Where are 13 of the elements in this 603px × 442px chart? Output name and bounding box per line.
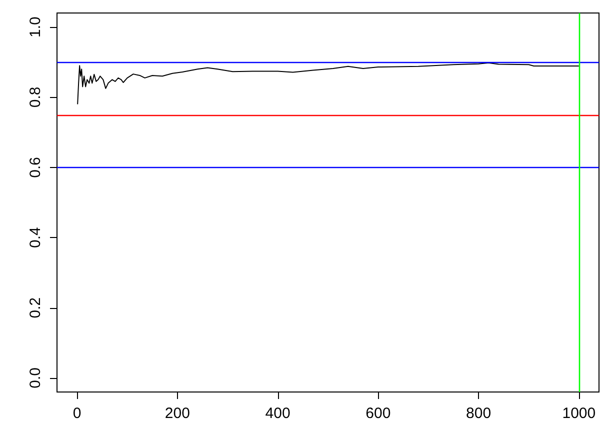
- x-tick-label: 400: [265, 405, 290, 422]
- x-tick-label: 0: [72, 405, 82, 422]
- x-tick-label: 600: [366, 405, 391, 422]
- y-tick-label: 0.2: [27, 297, 44, 318]
- x-tick-label: 200: [164, 405, 190, 422]
- y-tick-label: 0.8: [27, 86, 44, 108]
- x-tick-label: 1000: [562, 405, 596, 422]
- x-tick-label: 800: [466, 405, 492, 422]
- y-tick-label: 0.4: [27, 227, 44, 248]
- y-tick-label: 0.6: [27, 156, 44, 178]
- line-series: [77, 62, 580, 105]
- y-tick-label: 1.0: [27, 16, 44, 38]
- y-tick-label: 0.0: [27, 368, 44, 388]
